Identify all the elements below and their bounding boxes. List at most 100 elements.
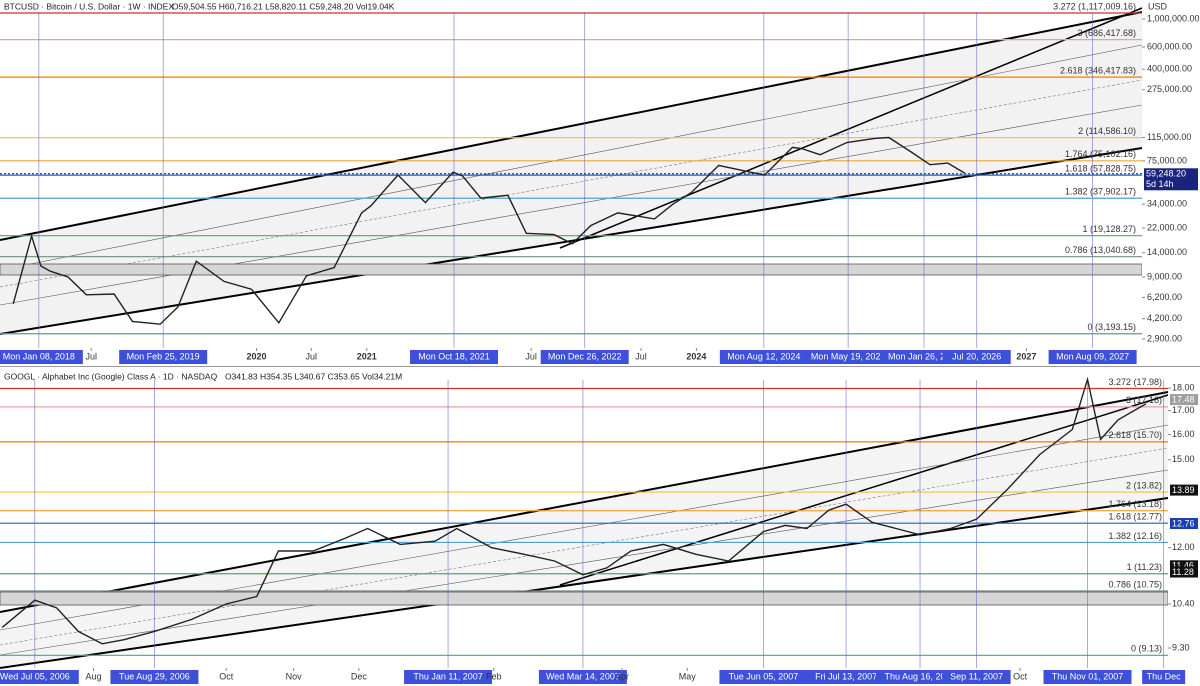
price-label-box: [1170, 566, 1198, 578]
x-tick-label: Thu Nov 01, 2007: [1052, 671, 1124, 681]
fib-label: 1.764 (75,102.16): [1065, 149, 1136, 159]
fib-label: 1.618 (57,828.75): [1065, 163, 1136, 173]
x-tick-label: 2027: [1016, 351, 1036, 361]
x-tick-label: Sep 11, 2007: [950, 671, 1003, 681]
date-marker-box: [0, 670, 79, 684]
date-marker-box: [404, 670, 493, 684]
price-label-box: [1170, 517, 1198, 529]
fib-label: 2 (13.82): [1126, 480, 1162, 490]
fib-label: 0 (9.13): [1131, 644, 1162, 654]
googl-ohlc: O341.83 H354.35 L340.67 C353.65 Vol34.21…: [225, 371, 402, 381]
date-marker-box: [804, 350, 893, 364]
x-tick-label: Mon Jan 08, 2018: [3, 351, 75, 361]
fib-label: 2.618 (15.70): [1108, 430, 1162, 440]
fib-label: 1 (19,128.27): [1082, 224, 1136, 234]
x-tick-label: Tue Aug 29, 2006: [119, 671, 190, 681]
fib-label: 2.618 (346,417.83): [1060, 65, 1136, 75]
x-tick-label: Fri Jul 13, 2007: [815, 671, 877, 681]
x-tick-label: 2020: [247, 351, 267, 361]
btc-title: BTCUSD · Bitcoin / U.S. Dollar · 1W · IN…: [4, 1, 174, 11]
fib-label: 2 (114,586.10): [1078, 126, 1136, 136]
x-tick-label: Dec: [351, 671, 368, 681]
price-label: 13.89: [1172, 485, 1195, 495]
x-tick-label: Thu Dec: [1147, 671, 1182, 681]
x-tick-label: Apr: [615, 671, 629, 681]
x-tick-label: Oct: [1013, 671, 1028, 681]
date-marker-box: [1048, 350, 1137, 364]
y-tick-label: 6,200.00: [1147, 292, 1182, 302]
y-tick-label: 22,000.00: [1147, 222, 1187, 232]
y-tick-label: 75,000.00: [1147, 155, 1187, 165]
price-label: 17.48: [1172, 394, 1195, 404]
y-tick-label: 12.00: [1172, 542, 1195, 552]
date-marker-box: [540, 350, 629, 364]
x-tick-label: May: [679, 671, 697, 681]
x-tick-label: Jul: [85, 351, 97, 361]
x-tick-label: Tue Jun 05, 2007: [729, 671, 799, 681]
y-tick-label: 15.00: [1172, 454, 1195, 464]
btc-ohlc: O59,504.55 H60,716.21 L58,820.11 C59,248…: [172, 1, 395, 11]
date-marker-box: [719, 350, 808, 364]
price-label-box: [1170, 484, 1198, 496]
y-tick-label: 4,200.00: [1147, 313, 1182, 323]
y-tick-label: 16.00: [1172, 429, 1195, 439]
price-line: [12, 136, 966, 325]
price-label: 12.76: [1172, 518, 1195, 528]
date-marker-box: [876, 670, 965, 684]
y-tick-label: 115,000.00: [1147, 132, 1191, 142]
price-label: 11.46: [1172, 561, 1194, 571]
date-marker-box: [410, 350, 499, 364]
x-tick-label: Wed Jul 05, 2006: [0, 671, 70, 681]
x-tick-label: Aug: [86, 671, 102, 681]
date-marker-box: [110, 670, 199, 684]
date-marker-box: [942, 670, 1011, 684]
x-tick-label: Jul 20, 2026: [952, 351, 1001, 361]
fib-label: 1.764 (13.18): [1108, 499, 1162, 509]
y-tick-label: 600,000.00: [1147, 41, 1192, 51]
x-tick-label: Thu Jan 11, 2007: [413, 671, 482, 681]
axis-unit: USD: [1148, 1, 1168, 11]
price-label-box: [1170, 394, 1198, 406]
x-tick-label: Mon Feb 25, 2019: [127, 351, 200, 361]
googl-channel: [0, 391, 1169, 669]
y-tick-label: 9.30: [1172, 642, 1190, 652]
date-marker-box: [802, 670, 891, 684]
date-marker-box: [119, 350, 208, 364]
y-tick-label: 9,000.00: [1147, 271, 1182, 281]
x-tick-label: 2021: [357, 351, 377, 361]
x-tick-label: Jul: [306, 351, 318, 361]
fib-label: 3.272 (1,117,009.16): [1053, 1, 1136, 11]
y-tick-label: 10.40: [1172, 598, 1195, 608]
fib-label: 1 (11.23): [1127, 562, 1162, 572]
date-marker-box: [0, 350, 83, 364]
x-tick-label: Jul: [635, 351, 647, 361]
fib-label: 0.786 (10.75): [1108, 579, 1162, 589]
x-tick-label: Mon Oct 18, 2021: [418, 351, 490, 361]
x-tick-label: Mon Aug 09, 2027: [1056, 351, 1129, 361]
x-tick-label: Feb: [486, 671, 502, 681]
price-label-box: [1144, 168, 1198, 191]
fib-label: 1.382 (12.16): [1108, 531, 1162, 541]
date-marker-box: [538, 670, 627, 684]
fib-label: 1.382 (37,902.17): [1065, 187, 1136, 197]
fib-label: 0.786 (13,040.68): [1065, 245, 1136, 255]
date-marker-box: [1142, 670, 1186, 684]
price-label-box: [1170, 560, 1198, 572]
y-tick-label: 2,900.00: [1147, 333, 1182, 343]
x-tick-label: Wed Mar 14, 2007: [546, 671, 620, 681]
date-marker-box: [719, 670, 808, 684]
price-label-countdown: 5d 14h: [1146, 179, 1174, 189]
fib-label: 3 (17.16): [1126, 395, 1162, 405]
x-tick-label: Nov: [286, 671, 303, 681]
fib-label: 3.272 (17.98): [1108, 377, 1162, 387]
fib-label: 3 (686,417.68): [1077, 28, 1136, 38]
price-line: [1, 376, 1147, 645]
y-tick-label: 18.00: [1172, 382, 1195, 392]
date-marker-box: [942, 350, 1011, 364]
x-tick-label: Mon Aug 12, 2024: [727, 351, 800, 361]
y-tick-label: 400,000.00: [1147, 64, 1192, 74]
x-tick-label: Oct: [219, 671, 234, 681]
fib-label: 1.618 (12.77): [1108, 512, 1162, 522]
price-label: 59,248.20: [1146, 169, 1186, 179]
y-tick-label: 1,000,000.00: [1147, 13, 1200, 23]
